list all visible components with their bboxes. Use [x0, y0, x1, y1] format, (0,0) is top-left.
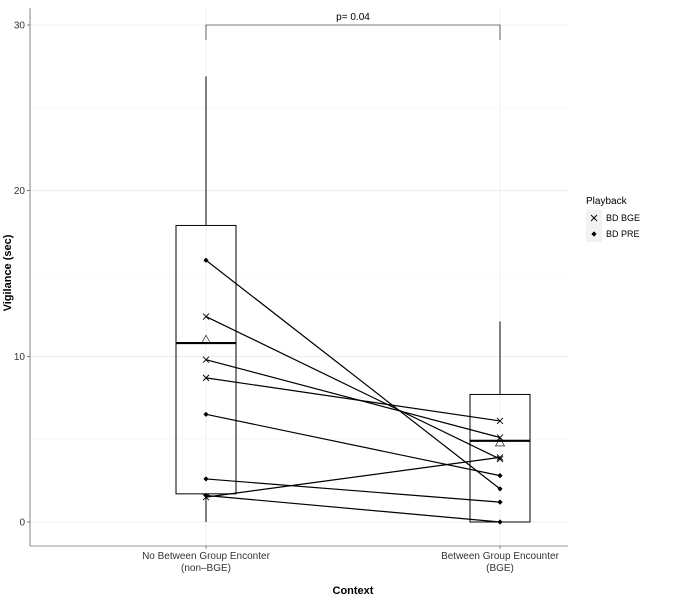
- legend-cross-icon: [590, 214, 598, 222]
- diamond-icon: [497, 519, 503, 525]
- cross-icon: [496, 417, 504, 425]
- diamond-icon: [497, 486, 503, 492]
- cross-icon: [496, 455, 504, 463]
- paired-line: [205, 377, 501, 422]
- diamond-icon: [497, 499, 503, 505]
- paired-line: [205, 316, 501, 460]
- paired-lines: [205, 259, 501, 523]
- diamond-icon: [203, 257, 209, 263]
- significance-label: p= 0.04: [336, 12, 370, 23]
- legend-label-bd-bge: BD BGE: [606, 213, 640, 223]
- significance-bracket: p= 0.04: [205, 12, 501, 40]
- y-tick-label: 30: [14, 21, 26, 32]
- mean-triangle-icon: [494, 437, 506, 447]
- cross-icon: [496, 434, 504, 441]
- paired-line: [205, 494, 501, 523]
- mean-triangle-icon: [200, 334, 212, 344]
- x-axis-title: Context: [333, 585, 374, 597]
- diamond-icon: [203, 492, 209, 499]
- cross-icon: [202, 493, 210, 501]
- y-axis-title: Vigilance (sec): [2, 234, 14, 311]
- cross-icon: [590, 214, 598, 222]
- x-tick-label-bge-sub: (BGE): [486, 563, 514, 574]
- x-tick-label-non-bge-sub: (non–BGE): [181, 563, 231, 574]
- cross-icon: [202, 356, 210, 363]
- legend-diamond-icon: [591, 231, 597, 237]
- x-tick-label-bge: Between Group Encounter: [441, 551, 560, 562]
- diamond-icon: [497, 473, 503, 479]
- boxes: [175, 76, 531, 523]
- diamond-icon: [203, 411, 209, 417]
- paired-line: [205, 413, 501, 477]
- x-tick-label-non-bge: No Between Group Enconter: [142, 551, 271, 562]
- cross-icon: [496, 454, 504, 461]
- y-tick-label: 20: [14, 186, 26, 197]
- axes: 0 10 20 30: [14, 8, 568, 549]
- legend-label-bd-pre: BD PRE: [606, 229, 640, 239]
- paired-line: [205, 359, 501, 439]
- diamond-icon: [203, 476, 209, 482]
- bracket-line: [205, 24, 501, 40]
- data-points: [202, 257, 504, 525]
- grid-lines: [30, 8, 568, 546]
- legend: Playback BD BGE BD PRE: [586, 196, 640, 242]
- y-tick-label: 0: [19, 518, 25, 529]
- paired-line: [205, 478, 501, 503]
- cross-icon: [202, 313, 210, 320]
- diamond-icon: [591, 231, 597, 237]
- paired-line: [205, 259, 501, 490]
- y-tick-label: 10: [14, 352, 26, 363]
- paired-line: [205, 456, 501, 498]
- cross-icon: [202, 374, 210, 382]
- legend-title: Playback: [586, 196, 628, 207]
